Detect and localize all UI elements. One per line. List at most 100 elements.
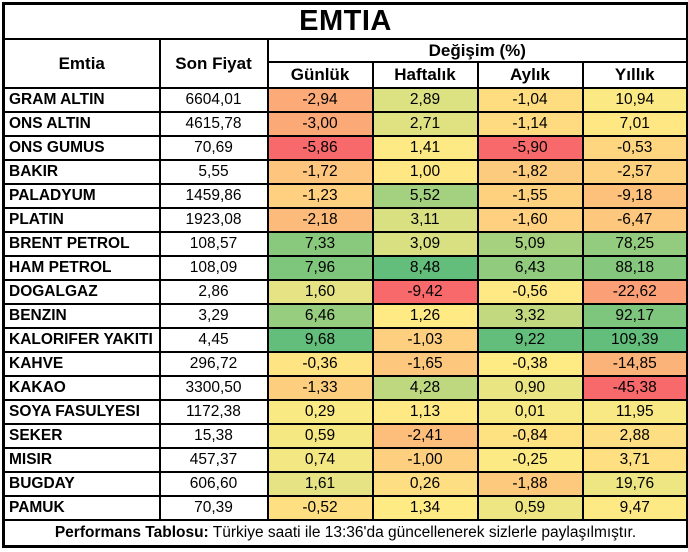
- change-value-cell: 92,17: [581, 303, 688, 329]
- table-row: SOYA FASULYESI 1172,38 0,29 1,13 0,01 11,95: [2, 399, 688, 425]
- table-row: BENZIN 3,29 6,46 1,26 3,32 92,17: [2, 303, 688, 329]
- commodity-name-cell: SEKER: [2, 423, 161, 449]
- change-value-cell: 4,28: [371, 375, 479, 401]
- last-price-cell: 3300,50: [158, 375, 269, 401]
- change-value-cell: 0,59: [476, 495, 584, 521]
- change-value-cell: 3,32: [476, 303, 584, 329]
- footer-note: Performans Tablosu: Türkiye saati ile 13…: [2, 519, 688, 548]
- table-row: ONS GUMUS 70,69 -5,86 1,41 -5,90 -0,53: [2, 135, 688, 161]
- table-row: ONS ALTIN 4615,78 -3,00 2,71 -1,14 7,01: [2, 111, 688, 137]
- footer-note-label: Performans Tablosu:: [54, 524, 209, 541]
- change-value-cell: 5,09: [476, 231, 584, 257]
- change-value-cell: 2,88: [581, 423, 688, 449]
- change-value-cell: -45,38: [581, 375, 688, 401]
- last-price-cell: 108,57: [158, 231, 269, 257]
- change-value-cell: 88,18: [581, 255, 688, 281]
- change-value-cell: -1,03: [371, 327, 479, 353]
- change-value-cell: -1,00: [371, 447, 479, 473]
- change-value-cell: 8,48: [371, 255, 479, 281]
- change-value-cell: 9,22: [476, 327, 584, 353]
- commodity-name-cell: PLATIN: [2, 207, 161, 233]
- change-value-cell: -9,18: [581, 183, 688, 209]
- page-title: EMTIA: [2, 2, 688, 40]
- change-value-cell: -1,33: [266, 375, 374, 401]
- change-value-cell: 19,76: [581, 471, 688, 497]
- last-price-cell: 1923,08: [158, 207, 269, 233]
- table-row: DOGALGAZ 2,86 1,60 -9,42 -0,56 -22,62: [2, 279, 688, 305]
- change-value-cell: 1,26: [371, 303, 479, 329]
- commodity-name-cell: ONS ALTIN: [2, 111, 161, 137]
- change-value-cell: 1,41: [371, 135, 479, 161]
- change-value-cell: 1,60: [266, 279, 374, 305]
- change-value-cell: -0,84: [476, 423, 584, 449]
- table-row: BAKIR 5,55 -1,72 1,00 -1,82 -2,57: [2, 159, 688, 185]
- commodity-name-cell: ONS GUMUS: [2, 135, 161, 161]
- change-value-cell: -1,60: [476, 207, 584, 233]
- change-value-cell: 7,01: [581, 111, 688, 137]
- change-value-cell: -1,65: [371, 351, 479, 377]
- commodity-name-cell: GRAM ALTIN: [2, 87, 161, 113]
- last-price-cell: 108,09: [158, 255, 269, 281]
- table-row: PAMUK 70,39 -0,52 1,34 0,59 9,47: [2, 495, 688, 521]
- table-row: GRAM ALTIN 6604,01 -2,94 2,89 -1,04 10,94: [2, 87, 688, 113]
- last-price-cell: 5,55: [158, 159, 269, 185]
- last-price-cell: 1459,86: [158, 183, 269, 209]
- change-value-cell: 0,90: [476, 375, 584, 401]
- commodity-name-cell: BAKIR: [2, 159, 161, 185]
- column-header-commodity: Emtia: [2, 38, 161, 89]
- commodity-name-cell: PALADYUM: [2, 183, 161, 209]
- change-value-cell: -0,38: [476, 351, 584, 377]
- commodity-name-cell: KAHVE: [2, 351, 161, 377]
- change-value-cell: 6,46: [266, 303, 374, 329]
- table-row: HAM PETROL 108,09 7,96 8,48 6,43 88,18: [2, 255, 688, 281]
- table-row: SEKER 15,38 0,59 -2,41 -0,84 2,88: [2, 423, 688, 449]
- column-header-last-price: Son Fiyat: [158, 38, 269, 89]
- last-price-cell: 457,37: [158, 447, 269, 473]
- table-row: PLATIN 1923,08 -2,18 3,11 -1,60 -6,47: [2, 207, 688, 233]
- change-value-cell: 1,61: [266, 471, 374, 497]
- last-price-cell: 3,29: [158, 303, 269, 329]
- change-value-cell: -0,25: [476, 447, 584, 473]
- title-row: EMTIA: [2, 2, 688, 40]
- footer-row: Performans Tablosu: Türkiye saati ile 13…: [2, 519, 688, 548]
- last-price-cell: 296,72: [158, 351, 269, 377]
- table-row: PALADYUM 1459,86 -1,23 5,52 -1,55 -9,18: [2, 183, 688, 209]
- change-value-cell: 6,43: [476, 255, 584, 281]
- change-value-cell: -9,42: [371, 279, 479, 305]
- change-value-cell: 3,11: [371, 207, 479, 233]
- change-value-cell: -22,62: [581, 279, 688, 305]
- change-value-cell: -14,85: [581, 351, 688, 377]
- table-row: KAKAO 3300,50 -1,33 4,28 0,90 -45,38: [2, 375, 688, 401]
- change-value-cell: 7,33: [266, 231, 374, 257]
- change-value-cell: 10,94: [581, 87, 688, 113]
- commodity-name-cell: KAKAO: [2, 375, 161, 401]
- table-row: BRENT PETROL 108,57 7,33 3,09 5,09 78,25: [2, 231, 688, 257]
- change-value-cell: 0,74: [266, 447, 374, 473]
- table-row: KALORIFER YAKITI 4,45 9,68 -1,03 9,22 109,39: [2, 327, 688, 353]
- change-value-cell: 11,95: [581, 399, 688, 425]
- change-value-cell: -2,57: [581, 159, 688, 185]
- change-value-cell: -5,86: [266, 135, 374, 161]
- change-value-cell: 78,25: [581, 231, 688, 257]
- column-header-period: Haftalık: [371, 61, 479, 89]
- change-value-cell: 3,09: [371, 231, 479, 257]
- column-header-period: Günlük: [266, 61, 374, 89]
- commodity-name-cell: BRENT PETROL: [2, 231, 161, 257]
- change-value-cell: -1,23: [266, 183, 374, 209]
- change-value-cell: -1,04: [476, 87, 584, 113]
- change-value-cell: 0,59: [266, 423, 374, 449]
- last-price-cell: 15,38: [158, 423, 269, 449]
- table-row: KAHVE 296,72 -0,36 -1,65 -0,38 -14,85: [2, 351, 688, 377]
- change-value-cell: -2,94: [266, 87, 374, 113]
- change-value-cell: 1,00: [371, 159, 479, 185]
- change-value-cell: 9,47: [581, 495, 688, 521]
- change-value-cell: -2,41: [371, 423, 479, 449]
- change-value-cell: 9,68: [266, 327, 374, 353]
- change-value-cell: -0,53: [581, 135, 688, 161]
- footer-note-text: Türkiye saati ile 13:36'da güncellenerek…: [208, 524, 637, 541]
- change-value-cell: 1,34: [371, 495, 479, 521]
- commodity-name-cell: PAMUK: [2, 495, 161, 521]
- change-value-cell: -3,00: [266, 111, 374, 137]
- change-value-cell: -0,52: [266, 495, 374, 521]
- change-value-cell: 0,29: [266, 399, 374, 425]
